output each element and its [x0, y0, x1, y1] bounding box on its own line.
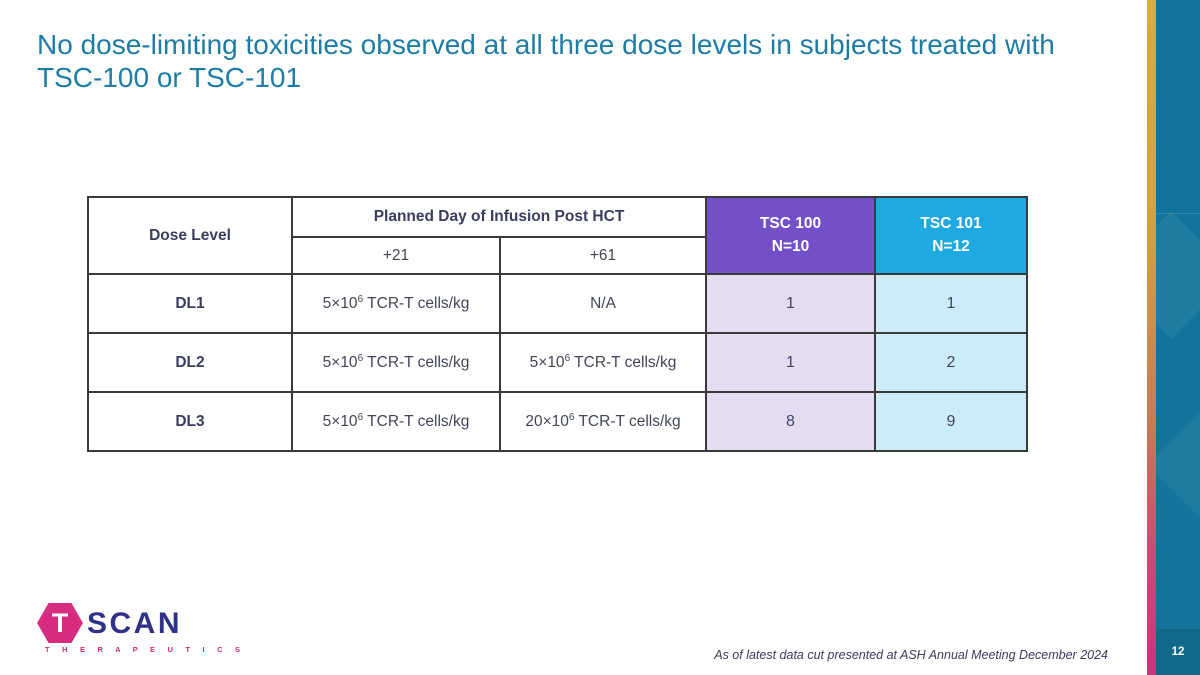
header-day-21: +21 [291, 236, 501, 275]
tscan-hexagon-icon [37, 602, 83, 644]
dl2-tsc101-count: 2 [874, 332, 1028, 393]
band-diagonal-decoration [1156, 211, 1200, 339]
dl2-day61-dose: 5×106 TCR-T cells/kg [499, 332, 707, 393]
dl1-day61-dose: N/A [499, 273, 707, 334]
dose-table-container: Dose Level Planned Day of Infusion Post … [87, 196, 1028, 452]
tsc101-n: N=12 [932, 237, 970, 255]
table-row-dl2: DL2 5×106 TCR-T cells/kg 5×106 TCR-T cel… [87, 332, 1028, 393]
dl2-day21-dose: 5×106 TCR-T cells/kg [291, 332, 501, 393]
dl3-day61-dose: 20×106 TCR-T cells/kg [499, 391, 707, 452]
band-diagonal-decoration [1156, 401, 1200, 529]
tsc100-n: N=10 [771, 237, 810, 255]
page-number: 12 [1171, 646, 1185, 658]
band-seam-line [1156, 213, 1200, 214]
header-planned-day: Planned Day of Infusion Post HCT [291, 196, 707, 238]
dl1-tsc100-count: 1 [705, 273, 876, 334]
dl1-tsc101-count: 1 [874, 273, 1028, 334]
side-decoration-band: 12 [1156, 0, 1200, 675]
header-day-61: +61 [499, 236, 707, 275]
dl3-tsc100-count: 8 [705, 391, 876, 452]
dl2-label: DL2 [87, 332, 293, 393]
dl1-day21-dose: 5×106 TCR-T cells/kg [291, 273, 501, 334]
dl1-label: DL1 [87, 273, 293, 334]
logo-t-letter: T [51, 607, 69, 638]
dl3-day21-dose: 5×106 TCR-T cells/kg [291, 391, 501, 452]
tsc100-label: TSC 100 [759, 215, 822, 233]
slide-title: No dose-limiting toxicities observed at … [37, 29, 1055, 94]
dose-table: Dose Level Planned Day of Infusion Post … [87, 196, 1028, 452]
logo-wordmark: SCAN [87, 607, 183, 640]
header-dose-level: Dose Level [87, 196, 293, 275]
dl3-tsc101-count: 9 [874, 391, 1028, 452]
page-number-box: 12 [1156, 629, 1200, 675]
data-cut-footnote: As of latest data cut presented at ASH A… [714, 648, 1108, 662]
header-tsc100: TSC 100 N=10 [705, 196, 876, 275]
header-tsc101: TSC 101 N=12 [874, 196, 1028, 275]
table-row-dl3: DL3 5×106 TCR-T cells/kg 20×106 TCR-T ce… [87, 391, 1028, 452]
dl3-label: DL3 [87, 391, 293, 452]
dl2-tsc100-count: 1 [705, 332, 876, 393]
tscan-logo: T SCAN T H E R A P E U T I C S [36, 602, 240, 654]
accent-gradient-strip [1147, 0, 1156, 675]
tsc101-label: TSC 101 [920, 215, 982, 233]
table-row-dl1: DL1 5×106 TCR-T cells/kg N/A 1 1 [87, 273, 1028, 334]
logo-subtitle: T H E R A P E U T I C S [45, 645, 246, 654]
